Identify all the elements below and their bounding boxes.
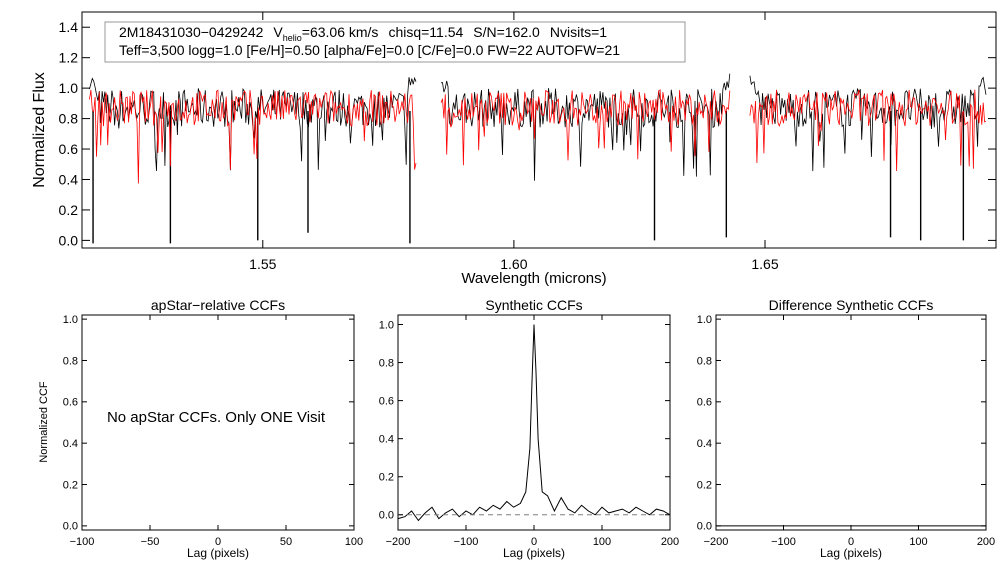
spectrum-model-line — [749, 89, 987, 172]
snr-value: S/N=162.0 — [473, 24, 540, 40]
apstar-ccf-panel: apStar−relative CCFs −100 −50 0 50 100 0.0 0.2… — [38, 297, 363, 560]
synthetic-ccf-panel: Synthetic CCFs −200 −100 0 100 200 0.0 0.2 0.4 0… — [379, 297, 679, 560]
y-tick-label: 0.6 — [63, 397, 78, 409]
synthetic-ccf-frame — [397, 314, 671, 531]
spectrum-x-axis-label: Wavelength (microns) — [461, 270, 606, 287]
y-tick-label: 0.6 — [697, 397, 712, 409]
difference-ccf-frame — [715, 314, 987, 531]
y-tick-label: 0.2 — [379, 472, 394, 484]
y-tick-label: 1.0 — [697, 314, 712, 326]
x-tick-label: 0 — [215, 536, 221, 548]
synthetic-ccf-plot-area — [397, 324, 671, 522]
y-tick-label: 1.4 — [59, 19, 79, 35]
x-tick-label: 1.65 — [751, 256, 778, 272]
y-tick-label: 0.0 — [697, 521, 712, 533]
x-tick-label: −100 — [454, 536, 479, 548]
spectrum-observed-line — [749, 75, 987, 172]
y-tick-label: 1.2 — [59, 50, 79, 66]
x-tick-label: 50 — [280, 536, 292, 548]
y-tick-label: 0.8 — [59, 110, 79, 126]
x-tick-label: 0 — [531, 536, 537, 548]
x-tick-label: −200 — [704, 536, 729, 548]
apstar-ccf-x-axis-label: Lag (pixels) — [187, 546, 249, 560]
x-tick-label: 1.60 — [500, 256, 527, 272]
spectrum-frame — [81, 11, 997, 249]
apstar-ccf-message: No apStar CCFs. Only ONE Visit — [107, 409, 326, 426]
spectrum-y-axis-label: Normalized Flux — [31, 72, 48, 188]
vhelio-subscript: helio — [283, 33, 302, 43]
difference-ccf-x-axis-label: Lag (pixels) — [820, 546, 882, 560]
apstar-ccf-title: apStar−relative CCFs — [151, 297, 285, 313]
spectrum-info-box: 2M18431030−0429242 Vhelio=63.06 km/s chisq… — [104, 21, 686, 63]
y-tick-label: 0.4 — [697, 438, 712, 450]
difference-ccf-panel: Difference Synthetic CCFs −200 −100 0 100 20… — [697, 297, 995, 560]
stellar-params: Teff=3,500 logg=1.0 [Fe/H]=0.50 [alpha/F… — [119, 42, 620, 58]
y-tick-label: 0.0 — [59, 232, 79, 248]
y-tick-label: 0.0 — [63, 521, 78, 533]
y-tick-label: 0.4 — [63, 438, 78, 450]
spectrum-plot-area — [89, 73, 987, 244]
y-tick-label: 1.0 — [59, 80, 79, 96]
y-tick-label: 0.6 — [379, 395, 394, 407]
y-tick-label: 0.8 — [63, 355, 78, 367]
spectrum-panel: 1.55 1.60 1.65 0.0 0.2 0.4 0.6 0.8 1.0 1.2 1.4 Nor… — [31, 11, 997, 287]
nvisits-value: Nvisits=1 — [550, 24, 607, 40]
x-tick-label: −50 — [141, 536, 160, 548]
x-tick-label: 100 — [909, 536, 927, 548]
y-tick-label: 0.0 — [379, 510, 394, 522]
vhelio-value: =63.06 km/s — [302, 24, 379, 40]
synthetic-ccf-ticks: −200 −100 0 100 200 0.0 0.2 0.4 0.6 0.8 1.0 — [379, 315, 679, 548]
apstar-ccf-ticks: −100 −50 0 50 100 0.0 0.2 0.4 0.6 0.8 1.0 — [63, 314, 363, 548]
x-tick-label: −100 — [771, 536, 796, 548]
x-tick-label: −200 — [386, 536, 411, 548]
apstar-ccf-y-axis-label: Normalized CCF — [38, 381, 50, 463]
y-tick-label: 0.4 — [379, 434, 394, 446]
x-tick-label: 1.55 — [249, 256, 276, 272]
x-tick-label: 100 — [593, 536, 611, 548]
y-tick-label: 0.2 — [63, 479, 78, 491]
spectrum-model-line — [89, 89, 417, 184]
difference-ccf-ticks: −200 −100 0 100 200 0.0 0.2 0.4 0.6 0.8 1.0 — [697, 314, 995, 548]
x-tick-label: 100 — [345, 536, 363, 548]
y-tick-label: 0.8 — [697, 355, 712, 367]
y-tick-label: 1.0 — [379, 319, 394, 331]
chisq-value: chisq=11.54 — [388, 24, 463, 40]
y-tick-label: 1.0 — [63, 314, 78, 326]
y-tick-label: 0.4 — [59, 171, 79, 187]
x-tick-label: −100 — [70, 536, 95, 548]
difference-ccf-title: Difference Synthetic CCFs — [769, 297, 934, 313]
y-tick-label: 0.8 — [379, 357, 394, 369]
spectrum-model-line — [440, 89, 731, 166]
y-tick-label: 0.2 — [697, 479, 712, 491]
spectrum-y-ticks: 1.55 1.60 1.65 0.0 0.2 0.4 0.6 0.8 1.0 1.2 1.4 — [59, 12, 996, 272]
synthetic-ccf-title: Synthetic CCFs — [485, 297, 582, 313]
spectrum-observed-line — [441, 73, 731, 181]
x-tick-label: 200 — [977, 536, 995, 548]
synthetic-ccf-ccf-line — [397, 324, 671, 522]
y-tick-label: 0.2 — [59, 202, 79, 218]
x-tick-label: 200 — [661, 536, 679, 548]
x-tick-label: 0 — [848, 536, 854, 548]
y-tick-label: 0.6 — [59, 141, 79, 157]
star-id: 2M18431030−0429242 — [119, 24, 264, 40]
synthetic-ccf-x-axis-label: Lag (pixels) — [503, 546, 565, 560]
vhelio-label: V — [273, 24, 283, 40]
